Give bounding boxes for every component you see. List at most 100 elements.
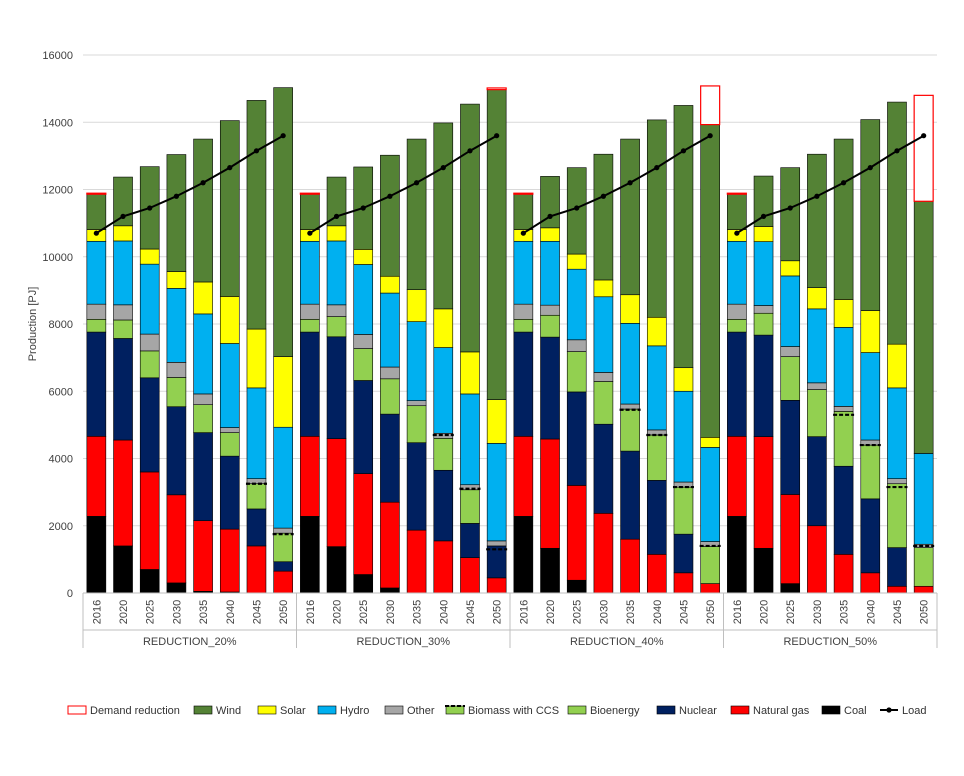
bar-reduction-50-2025-other	[780, 346, 801, 357]
x-tick-label-reduction-50-2016: 2016	[732, 600, 744, 624]
bar-reduction-50-2016-bioenergy	[727, 318, 747, 333]
bar-reduction-40-2020-bioenergy	[540, 314, 560, 338]
bar-reduction-50-2030-other	[807, 382, 827, 390]
legend-label-biomass-with-ccs: Biomass with CCS	[468, 705, 559, 717]
bar-reduction-20-2050-hydro	[273, 426, 293, 529]
x-tick-label-reduction-30-2050: 2050	[492, 600, 504, 624]
x-tick-label-reduction-50-2045: 2045	[892, 600, 904, 624]
bar-reduction-40-2050-hydro	[700, 447, 720, 542]
bar-reduction-50-2016-natural-gas	[727, 436, 747, 517]
bar-reduction-50-2045-other	[887, 478, 907, 485]
bar-reduction-20-2016-nuclear	[86, 331, 107, 437]
bar-reduction-40-2035-natural-gas	[620, 538, 640, 594]
bar-reduction-20-2020-solar	[113, 225, 133, 242]
bar-reduction-40-2035-hydro	[620, 323, 640, 405]
load-point-reduction-40-2045	[680, 148, 687, 154]
legend-label-load: Load	[902, 705, 926, 717]
bar-reduction-30-2045-wind	[460, 103, 480, 353]
bar-reduction-20-2016-coal	[86, 516, 107, 594]
bar-reduction-20-2016-wind	[86, 193, 107, 230]
bar-reduction-40-2050-natural-gas	[700, 583, 720, 594]
bar-reduction-20-2045-hydro	[246, 387, 267, 479]
x-tick-label-reduction-20-2035: 2035	[198, 600, 210, 624]
y-tick-label-16000: 16000	[42, 50, 73, 62]
bar-reduction-50-2045-nuclear	[887, 547, 907, 587]
bar-reduction-20-2025-nuclear	[139, 377, 160, 473]
bar-reduction-20-2050-solar	[273, 356, 293, 428]
bar-reduction-40-2040-solar	[646, 316, 667, 347]
load-point-reduction-50-2035	[840, 180, 847, 186]
bar-reduction-50-2040-nuclear	[860, 498, 881, 574]
legend-swatch-solar	[257, 705, 277, 715]
bar-reduction-30-2020-bioenergy	[326, 316, 347, 338]
bar-reduction-30-2020-hydro	[326, 240, 347, 306]
bar-reduction-40-2016-nuclear	[513, 331, 534, 437]
load-point-reduction-50-2020	[760, 213, 767, 219]
load-point-reduction-30-2050	[494, 133, 500, 139]
bar-reduction-20-2035-natural-gas	[193, 520, 213, 592]
x-tick-label-reduction-40-2020: 2020	[545, 600, 557, 624]
load-point-reduction-50-2025	[787, 205, 793, 211]
bar-reduction-20-2045-bioenergy	[246, 483, 267, 510]
bar-reduction-30-2030-other	[380, 366, 400, 380]
biomass-ccs-markers	[245, 408, 935, 551]
load-point-reduction-30-2020	[333, 213, 340, 219]
bar-reduction-50-2050-hydro	[913, 453, 934, 545]
bar-reduction-20-2020-other	[113, 304, 133, 321]
bar-reduction-40-2030-natural-gas	[593, 513, 614, 594]
x-tick-label-reduction-40-2045: 2045	[678, 600, 690, 624]
bar-reduction-40-2040-nuclear	[646, 480, 667, 555]
x-tick-label-reduction-40-2030: 2030	[598, 600, 610, 624]
bar-reduction-50-2020-natural-gas	[753, 436, 774, 549]
bar-reduction-40-2016-natural-gas	[513, 436, 534, 517]
load-point-reduction-20-2016	[93, 230, 99, 236]
bar-reduction-40-2025-bioenergy	[566, 351, 587, 393]
bar-reduction-20-2030-hydro	[166, 288, 187, 363]
x-tick-label-reduction-40-2016: 2016	[518, 600, 530, 624]
legend-label-coal: Coal	[844, 705, 867, 717]
bar-reduction-40-2025-coal	[566, 579, 587, 594]
bar-reduction-40-2040-natural-gas	[646, 554, 667, 594]
bar-reduction-50-2035-wind	[833, 138, 854, 300]
load-point-reduction-20-2035	[200, 180, 206, 186]
bar-reduction-30-2045-solar	[460, 351, 480, 395]
load-point-reduction-30-2035	[413, 180, 420, 186]
x-tick-label-reduction-30-2035: 2035	[412, 600, 424, 624]
bar-reduction-40-2016-hydro	[513, 240, 534, 305]
bars	[86, 85, 934, 594]
legend-label-solar: Solar	[280, 705, 306, 717]
bar-reduction-40-2040-bioenergy	[646, 434, 667, 481]
y-tick-label-12000: 12000	[42, 185, 73, 197]
x-tick-label-reduction-30-2025: 2025	[358, 600, 370, 624]
bar-reduction-20-2030-coal	[166, 582, 187, 594]
bar-reduction-20-2030-natural-gas	[166, 494, 187, 584]
x-tick-label-reduction-40-2040: 2040	[652, 600, 664, 624]
bar-reduction-30-2045-natural-gas	[460, 557, 480, 594]
bar-reduction-50-2020-bioenergy	[753, 312, 774, 336]
bar-reduction-30-2016-demand-reduction	[299, 192, 320, 195]
bar-reduction-30-2020-other	[326, 304, 347, 317]
bar-reduction-50-2030-wind	[807, 153, 827, 288]
legend-swatch-nuclear	[656, 705, 676, 715]
bar-reduction-30-2030-coal	[380, 587, 400, 594]
bar-reduction-20-2020-natural-gas	[113, 439, 133, 547]
bar-reduction-20-2050-nuclear	[273, 561, 293, 572]
bar-reduction-30-2030-natural-gas	[380, 501, 400, 589]
bar-reduction-20-2030-other	[166, 362, 187, 378]
bar-reduction-30-2030-wind	[380, 154, 400, 277]
bar-reduction-50-2035-hydro	[833, 327, 854, 407]
bar-reduction-40-2035-other	[620, 403, 640, 410]
bar-reduction-40-2035-bioenergy	[620, 408, 640, 452]
bar-reduction-20-2040-bioenergy	[219, 432, 240, 457]
bar-reduction-50-2025-coal	[780, 583, 801, 594]
group-label-reduction-50: REDUCTION_50%	[783, 636, 877, 648]
bar-reduction-50-2045-solar	[887, 343, 907, 389]
bar-reduction-50-2016-coal	[727, 516, 747, 594]
bar-reduction-40-2030-other	[593, 372, 614, 382]
bar-reduction-40-2020-solar	[540, 227, 560, 242]
bar-reduction-30-2050-nuclear	[486, 545, 507, 579]
bar-reduction-40-2030-wind	[593, 153, 614, 281]
x-tick-label-reduction-40-2050: 2050	[705, 600, 717, 624]
bar-reduction-40-2020-other	[540, 304, 560, 316]
load-point-reduction-30-2030	[387, 193, 393, 199]
